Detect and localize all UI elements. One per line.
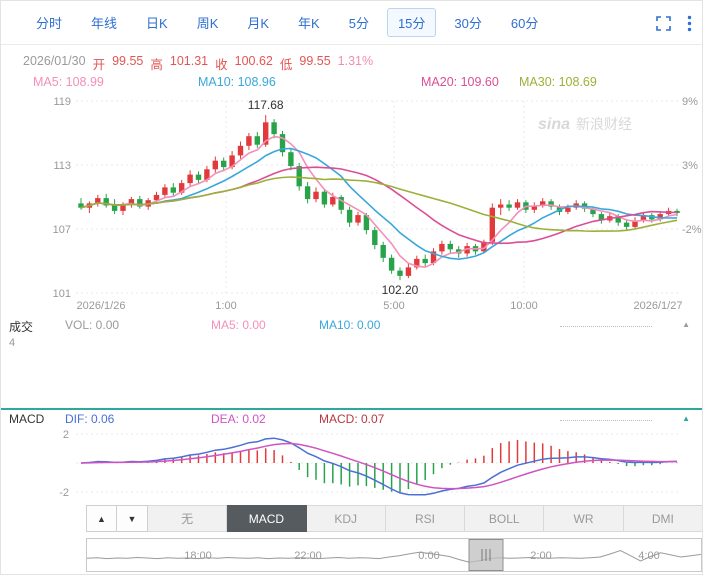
tab-daily-k[interactable]: 日K xyxy=(146,16,168,31)
open-value: 99.55 xyxy=(112,54,144,68)
dif-line xyxy=(80,437,678,496)
ma30-legend: MA30: 108.69 xyxy=(519,75,597,89)
svg-text:3%: 3% xyxy=(682,160,698,172)
close-label: 收 xyxy=(215,58,228,72)
tab-15min[interactable]: 15分 xyxy=(386,8,437,37)
svg-text:22:00: 22:00 xyxy=(294,550,322,562)
tab-monthly-k[interactable]: 月K xyxy=(247,16,270,31)
indicator-tab-dmi[interactable]: DMI xyxy=(623,505,702,532)
fullscreen-icon[interactable] xyxy=(655,15,672,32)
macd-panel-header: MACD DIF: 0.06 DEA: 0.02 MACD: 0.07 ▲ xyxy=(1,412,702,428)
svg-text:107: 107 xyxy=(53,224,71,236)
high-label: 高 xyxy=(150,58,163,72)
macd-grid xyxy=(76,433,679,493)
svg-text:2:00: 2:00 xyxy=(530,550,551,562)
navigator-time-labels: 18:00 22:00 0:00 2:00 4:00 xyxy=(184,550,659,562)
svg-text:2: 2 xyxy=(63,429,69,441)
navigator-handle[interactable] xyxy=(468,539,504,571)
volume-title: 成交 xyxy=(9,320,34,334)
tab-5min[interactable]: 5分 xyxy=(348,16,369,31)
price-axis-labels: 119 113 107 101 xyxy=(53,96,71,300)
svg-text:1:00: 1:00 xyxy=(215,300,236,312)
more-options-icon[interactable] xyxy=(687,15,692,32)
navigator-svg: 18:00 22:00 0:00 2:00 4:00 xyxy=(86,539,702,571)
indicator-tab-wr[interactable]: WR xyxy=(544,505,624,532)
macd-value: MACD: 0.07 xyxy=(319,412,385,426)
macd-collapse-icon[interactable]: ▲ xyxy=(682,414,690,423)
macd-chart: 2 -2 xyxy=(1,429,702,510)
indicator-tab-kdj[interactable]: KDJ xyxy=(306,505,386,532)
scroll-down-button[interactable]: ▼ xyxy=(117,505,148,532)
svg-text:18:00: 18:00 xyxy=(184,550,212,562)
quote-date: 2026/01/30 xyxy=(23,54,86,68)
tab-minute[interactable]: 分时 xyxy=(36,16,63,31)
vol-ma5-value: MA5: 0.00 xyxy=(211,318,266,332)
macd-axis-labels: 2 -2 xyxy=(59,429,69,499)
tab-yearly-k[interactable]: 年K xyxy=(298,16,320,31)
tab-year-line[interactable]: 年线 xyxy=(91,16,118,31)
ohlc-info-row: 2026/01/30 开 99.55 高 101.31 收 100.62 低 9… xyxy=(23,54,373,73)
svg-text:4:00: 4:00 xyxy=(638,550,659,562)
change-percent: 1.31% xyxy=(337,54,374,68)
svg-text:2026/1/26: 2026/1/26 xyxy=(77,300,126,312)
tab-60min[interactable]: 60分 xyxy=(510,16,539,31)
macd-title: MACD xyxy=(9,412,45,426)
svg-text:9%: 9% xyxy=(682,96,698,108)
period-tabbar: 分时 年线 日K 周K 月K 年K 5分 15分 30分 60分 xyxy=(1,1,702,45)
watermark: sina 新浪财经 xyxy=(538,116,632,133)
low-annotation: 102.20 xyxy=(382,283,419,297)
indicator-tab-macd[interactable]: MACD xyxy=(227,505,307,532)
ma20-legend: MA20: 109.60 xyxy=(421,75,499,89)
dif-value: DIF: 0.06 xyxy=(65,412,115,426)
scroll-up-button[interactable]: ▲ xyxy=(86,505,117,532)
ma5-legend: MA5: 108.99 xyxy=(33,75,104,89)
low-label: 低 xyxy=(279,58,293,72)
svg-text:10:00: 10:00 xyxy=(510,300,538,312)
dea-line xyxy=(80,442,678,490)
volume-resize-handle[interactable] xyxy=(560,326,652,327)
tab-30min[interactable]: 30分 xyxy=(454,16,482,31)
volume-collapse-icon[interactable]: ▲ xyxy=(682,320,690,329)
high-value: 101.31 xyxy=(169,54,209,68)
macd-chart-svg: 2 -2 xyxy=(59,429,679,499)
ma10-line xyxy=(80,147,678,260)
svg-text:-2%: -2% xyxy=(682,224,702,236)
close-value: 100.62 xyxy=(234,54,273,68)
volume-panel-header: 成交 VOL: 0.00 MA5: 0.00 MA10: 0.00 ▲ xyxy=(1,318,702,334)
low-value: 99.55 xyxy=(299,54,331,68)
svg-text:5:00: 5:00 xyxy=(383,300,404,312)
vol-ma10-value: MA10: 0.00 xyxy=(319,318,381,332)
svg-text:2026/1/27: 2026/1/27 xyxy=(634,300,683,312)
vol-value: VOL: 0.00 xyxy=(65,318,120,332)
volume-axis-label: 4 xyxy=(9,337,16,349)
indicator-tab-boll[interactable]: BOLL xyxy=(465,505,545,532)
ma10-legend: MA10: 108.96 xyxy=(198,75,276,89)
indicator-tab-rsi[interactable]: RSI xyxy=(385,505,466,532)
svg-text:-2: -2 xyxy=(59,487,69,499)
navigator-series xyxy=(86,549,702,563)
svg-text:119: 119 xyxy=(53,96,71,108)
time-axis-labels: 2026/1/26 1:00 5:00 10:00 2026/1/27 xyxy=(77,300,683,312)
dea-value: DEA: 0.02 xyxy=(211,412,266,426)
open-label: 开 xyxy=(92,58,106,72)
tab-weekly-k[interactable]: 周K xyxy=(196,16,219,31)
svg-text:113: 113 xyxy=(53,160,71,172)
percent-axis-labels: 9% 3% -2% xyxy=(682,96,702,236)
macd-resize-handle[interactable] xyxy=(560,420,652,421)
high-annotation: 117.68 xyxy=(248,98,284,112)
time-navigator[interactable]: 18:00 22:00 0:00 2:00 4:00 xyxy=(86,538,702,572)
indicator-tab-none[interactable]: 无 xyxy=(148,505,228,532)
ma-legend-row: MA5: 108.99 MA10: 108.96 MA20: 109.60 MA… xyxy=(1,75,702,90)
svg-text:101: 101 xyxy=(53,288,71,300)
ma20-line xyxy=(80,166,678,245)
tabbar-icons xyxy=(655,1,692,45)
main-chart-svg: sina 新浪财经 117.68 102.20 119 113 107 101 9% 3% -2% 2… xyxy=(53,96,702,312)
svg-text:0:00: 0:00 xyxy=(418,550,439,562)
candlestick-chart: sina 新浪财经 117.68 102.20 119 113 107 101 9% 3% -2% 2… xyxy=(1,93,702,322)
indicator-bar: ▲ ▼ 无 MACD KDJ RSI BOLL WR DMI xyxy=(86,505,702,532)
panel-divider[interactable] xyxy=(1,408,702,410)
ma30-line xyxy=(80,176,678,232)
macd-histogram xyxy=(88,440,678,493)
